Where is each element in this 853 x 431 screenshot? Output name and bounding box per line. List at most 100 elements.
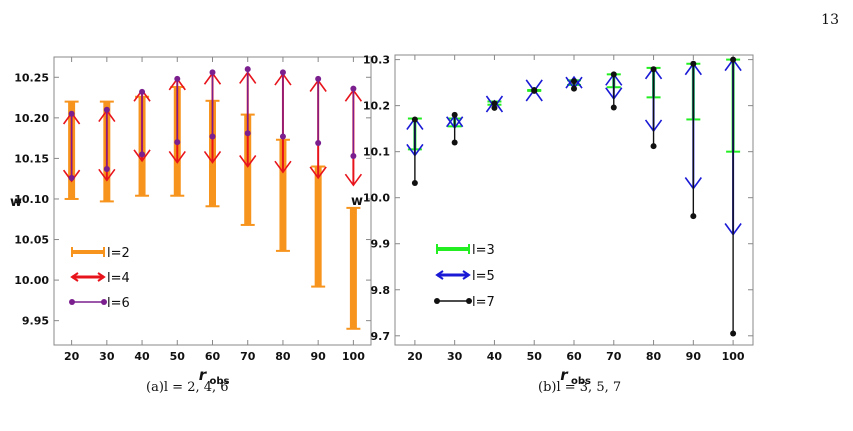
x-axis-label: r bbox=[199, 366, 208, 384]
x-tick-label: 80 bbox=[646, 350, 662, 363]
legend-label: l=3 bbox=[472, 243, 495, 258]
dot-top-l=6 bbox=[279, 69, 286, 76]
dot-bottom-l=6 bbox=[244, 130, 251, 137]
x-tick-label: 30 bbox=[447, 350, 463, 363]
dot-top-l=7 bbox=[571, 78, 577, 85]
dot-bottom-l=6 bbox=[139, 151, 146, 158]
y-axis-label: w bbox=[351, 194, 363, 209]
x-tick-label: 80 bbox=[275, 350, 291, 363]
x-tick-label: 90 bbox=[311, 350, 327, 363]
y-tick-label: 10.3 bbox=[363, 54, 390, 67]
dot-bottom-l=7 bbox=[730, 330, 737, 337]
dot-bottom-l=7 bbox=[411, 179, 418, 186]
arrowhead-down-l=4 bbox=[344, 173, 363, 187]
dot-bottom-l=7 bbox=[610, 104, 617, 111]
arrowhead-down-l=4 bbox=[309, 166, 327, 180]
dot-bottom-l=7 bbox=[650, 143, 657, 150]
caption-b: (b)l = 3, 5, 7 bbox=[538, 380, 622, 395]
legend-swatch-dot bbox=[101, 299, 107, 305]
legend-swatch-arrowhead bbox=[70, 272, 79, 282]
dot-bottom-l=7 bbox=[690, 213, 697, 220]
arrowhead-down-l=4 bbox=[62, 169, 81, 183]
dot-bottom-l=6 bbox=[315, 139, 322, 146]
legend-swatch-arrowhead bbox=[462, 270, 471, 280]
dot-top-l=6 bbox=[209, 69, 216, 76]
y-tick-label: 9.7 bbox=[371, 330, 391, 343]
dot-top-l=7 bbox=[650, 66, 657, 73]
dot-bottom-l=6 bbox=[103, 165, 110, 172]
dot-bottom-l=6 bbox=[174, 139, 181, 146]
dot-bottom-l=6 bbox=[209, 133, 216, 140]
x-tick-label: 20 bbox=[64, 350, 80, 363]
legend-label: l=5 bbox=[472, 269, 495, 284]
arrowhead-down-l=4 bbox=[203, 150, 222, 164]
y-tick-label: 9.95 bbox=[22, 315, 49, 328]
caption-a: (a)l = 2, 4, 6 bbox=[146, 380, 229, 395]
x-tick-label: 70 bbox=[606, 350, 622, 363]
legend-label: l=4 bbox=[107, 271, 130, 286]
chart-a: 9.95 10.00 10.05 10.10 10.15 10.20 10.25 20 30 40… bbox=[10, 56, 372, 387]
dot-top-l=6 bbox=[350, 85, 357, 92]
dot-top-l=7 bbox=[451, 111, 458, 118]
x-tick-label: 30 bbox=[99, 350, 115, 363]
legend-swatch-dot bbox=[466, 298, 472, 304]
dot-top-l=6 bbox=[315, 75, 322, 82]
chart-b: 9.7 9.8 9.9 10.0 10.1 10.2 10.3 20 30 40 50 60 70 80 9… bbox=[351, 54, 754, 387]
legend-swatch-dot bbox=[69, 299, 75, 305]
legend-swatch-arrowhead bbox=[435, 270, 444, 280]
arrowhead-down-l=4 bbox=[239, 155, 257, 168]
dot-bottom-l=6 bbox=[350, 152, 357, 159]
dot-top-l=6 bbox=[68, 110, 75, 117]
x-tick-label: 20 bbox=[407, 350, 423, 363]
dot-top-l=7 bbox=[730, 56, 737, 63]
dot-bottom-l=7 bbox=[531, 87, 538, 94]
dot-bottom-l=7 bbox=[451, 139, 458, 146]
dot-bottom-l=6 bbox=[279, 133, 286, 140]
dot-top-l=7 bbox=[610, 71, 617, 78]
dot-top-l=6 bbox=[139, 88, 146, 95]
arrowhead-down-l=4 bbox=[168, 150, 186, 164]
legend-label: l=6 bbox=[107, 296, 130, 311]
y-axis-label: w bbox=[10, 195, 22, 210]
legend-swatch-arrowhead bbox=[97, 272, 106, 282]
y-tick-label: 10.00 bbox=[14, 274, 49, 287]
x-axis-label-subscript: obs bbox=[210, 376, 230, 387]
legend-label: l=2 bbox=[107, 246, 130, 261]
legend-swatch-dot bbox=[434, 298, 440, 304]
y-tick-label: 10.15 bbox=[14, 152, 49, 165]
x-tick-label: 40 bbox=[134, 350, 150, 363]
y-tick-label: 10.2 bbox=[363, 100, 390, 113]
arrowhead-down-l=4 bbox=[274, 160, 292, 174]
dot-bottom-l=6 bbox=[68, 174, 75, 181]
x-tick-label: 100 bbox=[342, 350, 365, 363]
arrowhead-up-l=5 bbox=[565, 75, 583, 89]
legend-label: l=7 bbox=[472, 295, 495, 310]
y-tick-label: 10.0 bbox=[363, 192, 390, 205]
dot-top-l=6 bbox=[244, 66, 251, 73]
x-tick-label: 50 bbox=[170, 350, 186, 363]
dot-bottom-l=7 bbox=[491, 104, 498, 111]
y-tick-label: 10.25 bbox=[14, 71, 49, 84]
y-tick-label: 10.20 bbox=[14, 112, 49, 125]
y-tick-label: 10.1 bbox=[363, 146, 390, 159]
dot-top-l=6 bbox=[103, 106, 110, 113]
x-axis-label-subscript: obs bbox=[571, 376, 591, 387]
page-number: 13 bbox=[821, 12, 839, 28]
y-tick-label: 9.8 bbox=[371, 284, 391, 297]
x-tick-label: 60 bbox=[205, 350, 221, 363]
arrowhead-down-l=4 bbox=[98, 168, 116, 182]
arrowhead-down-l=4 bbox=[133, 149, 151, 163]
x-tick-label: 40 bbox=[487, 350, 503, 363]
dot-top-l=7 bbox=[690, 60, 697, 67]
x-tick-label: 50 bbox=[527, 350, 543, 363]
dot-bottom-l=7 bbox=[571, 85, 577, 92]
x-tick-label: 60 bbox=[566, 350, 582, 363]
x-axis-label: r bbox=[560, 366, 569, 384]
x-tick-label: 90 bbox=[686, 350, 702, 363]
dot-top-l=7 bbox=[491, 100, 498, 107]
y-tick-label: 10.10 bbox=[14, 193, 49, 206]
y-tick-label: 10.05 bbox=[14, 234, 49, 247]
x-tick-label: 70 bbox=[240, 350, 256, 363]
dot-top-l=6 bbox=[174, 75, 181, 82]
